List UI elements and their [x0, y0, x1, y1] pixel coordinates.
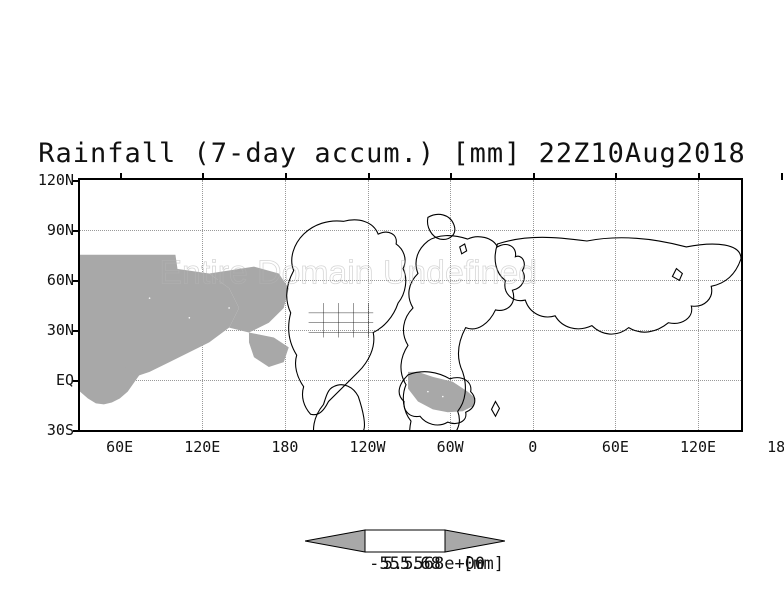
xtick-label-6: 60E	[590, 438, 640, 456]
xtick-label-5: 0	[508, 438, 558, 456]
xtick-label-4: 60W	[425, 438, 475, 456]
ytick-label-4: EQ	[18, 371, 74, 389]
map-plot-area: 120N 90N 60N 30N EQ 30S 60E 120E 180 120…	[78, 178, 743, 432]
us-state-borders	[309, 303, 374, 337]
world-map: Entire Domain Undefined	[80, 180, 741, 430]
xtick-label-8: 180	[756, 438, 784, 456]
ytick-label-2: 60N	[18, 271, 74, 289]
ytick-label-1: 90N	[18, 221, 74, 239]
colorbar-legend: -555.68 5.5568e+00 [mm]	[305, 524, 505, 584]
colorbar-unit-label: [mm]	[305, 554, 505, 574]
xtick-label-0: 60E	[95, 438, 145, 456]
ytick-label-3: 30N	[18, 321, 74, 339]
xtick-label-2: 180	[260, 438, 310, 456]
continent-outlines	[287, 214, 741, 430]
watermark-label: Entire Domain Undefined	[160, 254, 538, 291]
colorbar-value-label: -555.68 5.5568e+00 [mm]	[305, 554, 505, 576]
ytick-label-0: 120N	[18, 171, 74, 189]
ytick-label-5: 30S	[18, 421, 74, 439]
xtick-label-7: 120E	[673, 438, 723, 456]
root-container: Rainfall (7-day accum.) [mm] 22Z10Aug201…	[0, 0, 784, 612]
xtick-label-1: 120E	[177, 438, 227, 456]
chart-title: Rainfall (7-day accum.) [mm] 22Z10Aug201…	[0, 138, 784, 169]
colorbar-shape	[305, 524, 505, 558]
xtick-label-3: 120W	[343, 438, 393, 456]
